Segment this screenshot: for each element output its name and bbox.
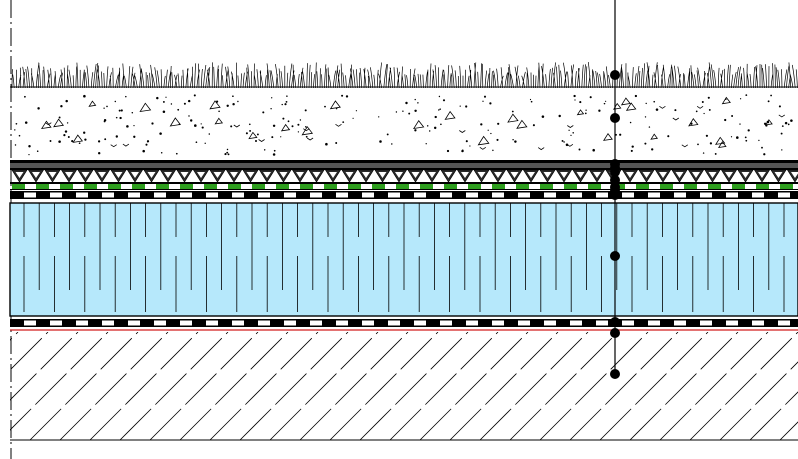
leader-marker xyxy=(610,251,620,261)
vapour-barrier-layer xyxy=(10,319,798,331)
concrete-slab-layer xyxy=(10,332,798,441)
vegetation-layer xyxy=(10,62,798,89)
leader-marker xyxy=(610,369,620,379)
filter-fleece-layer xyxy=(10,182,798,190)
insulation-layer xyxy=(9,202,798,317)
leader-marker xyxy=(610,70,620,80)
drainage-layer xyxy=(10,160,798,183)
leader-line xyxy=(610,0,620,379)
leader-marker xyxy=(610,328,620,338)
waterproofing-layer xyxy=(10,191,798,199)
leader-marker xyxy=(610,185,620,195)
leader-marker xyxy=(610,175,620,185)
leader-marker xyxy=(610,317,620,327)
leader-marker xyxy=(610,163,620,173)
substrate-layer xyxy=(14,94,793,156)
leader-marker xyxy=(610,113,620,123)
